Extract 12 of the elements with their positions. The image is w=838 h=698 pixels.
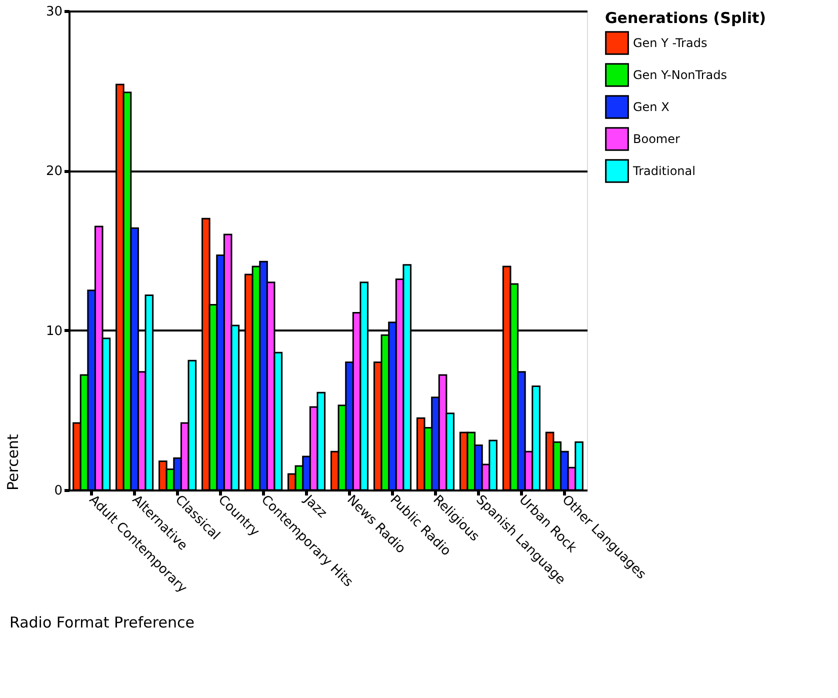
y-tick-label: 10 [46,324,62,339]
legend-title: Generations (Split) [605,9,766,27]
legend-label: Traditional [632,164,696,178]
legend-label: Gen X [633,100,670,114]
legend-label: Boomer [633,132,680,146]
x-axis-title: Radio Format Preference [10,613,194,632]
y-tick-label: 20 [46,164,62,180]
y-axis-title: Percent [4,434,22,490]
legend-label: Gen Y-NonTrads [633,68,727,82]
y-tick-label: 0 [54,484,62,498]
y-tick-label: 30 [46,4,62,20]
legend-label: Gen Y -Trads [633,36,708,50]
